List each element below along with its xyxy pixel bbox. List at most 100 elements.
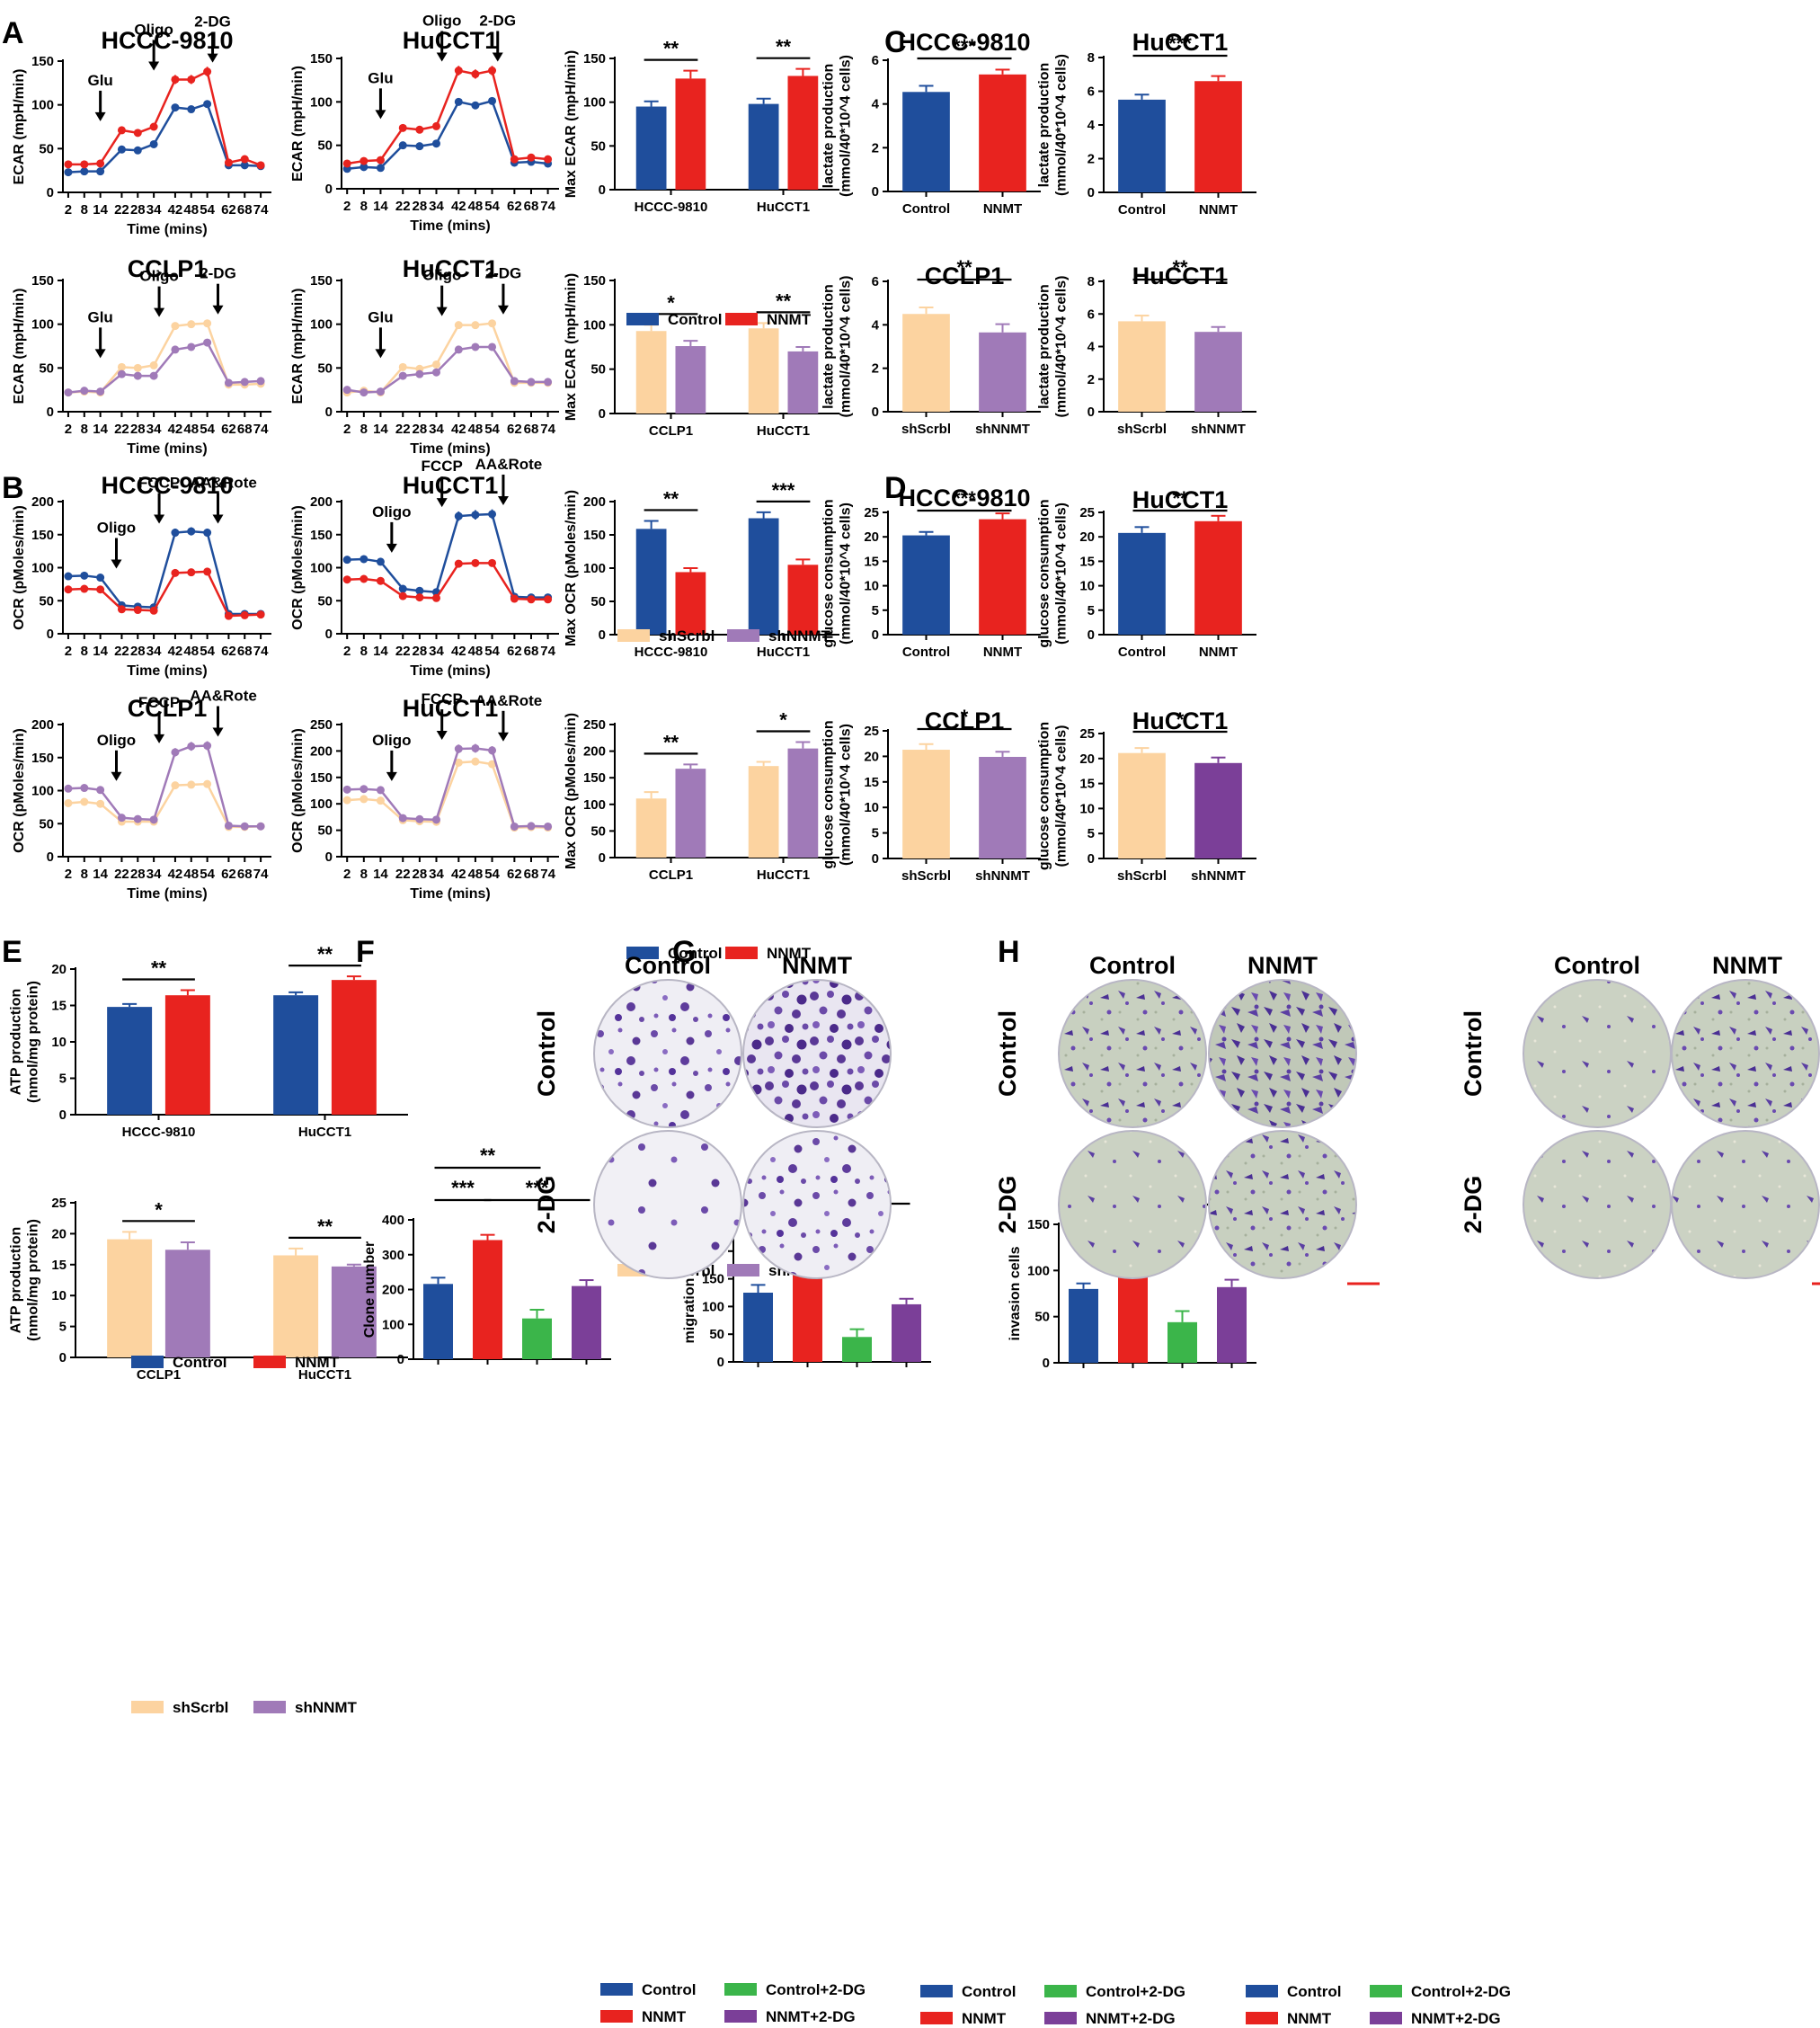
x-tick-label: 14: [373, 199, 388, 214]
x-tick-label: 22: [114, 644, 129, 659]
bar-control: [1069, 1288, 1098, 1363]
data-point-shnnmt: [376, 786, 385, 795]
y-axis-label: lactate production: [821, 284, 837, 409]
y-tick-label: 15: [1079, 554, 1095, 569]
x-tick-label: 54: [200, 867, 215, 882]
y-tick-label: 100: [310, 796, 333, 812]
x-tick-label: 34: [146, 867, 162, 882]
y-tick-label: 0: [59, 1350, 67, 1365]
data-point-nnmt: [376, 156, 385, 165]
category-label: Control: [902, 645, 950, 660]
x-tick-label: 62: [507, 644, 522, 659]
data-point-nnmt: [415, 593, 424, 602]
x-tick-label: 48: [468, 422, 484, 437]
data-point-shscrbl: [187, 320, 196, 329]
y-tick-label: 0: [872, 405, 879, 420]
bar-control: [902, 535, 950, 635]
data-point-nnmt: [431, 121, 440, 130]
y-tick-label: 150: [310, 51, 333, 67]
legend-swatch-nnmt-2-dg: [1044, 2012, 1077, 2024]
category-label: HuCCT1: [757, 200, 810, 215]
legend-swatch-shnnmt: [727, 629, 759, 642]
x-tick-label: 48: [183, 644, 199, 659]
y-tick-label: 0: [1088, 627, 1095, 643]
annotation-glu: Glu: [87, 72, 112, 89]
significance-label: *: [779, 709, 787, 732]
data-point-control: [376, 164, 385, 173]
arrow-icon: [212, 514, 224, 524]
y-tick-label: 50: [39, 593, 54, 609]
y-tick-label: 150: [583, 51, 606, 67]
category-label: HuCCT1: [298, 1125, 351, 1140]
x-tick-label: 22: [114, 422, 129, 437]
y-tick-label: 0: [872, 851, 879, 867]
bar-nnmt: [473, 1240, 502, 1359]
chart-c2: HuCCT1 0 2 4 6 8 lactate production (mmol/40*10…: [1037, 29, 1256, 218]
data-point-nnmt: [117, 605, 126, 614]
y-tick-label: 100: [382, 1317, 404, 1332]
data-point-shscrbl: [203, 779, 212, 788]
y-tick-label: 300: [382, 1248, 404, 1263]
data-point-control: [454, 97, 463, 106]
data-point-nnmt: [471, 69, 480, 78]
arrow-icon: [492, 52, 503, 62]
category-label: CCLP1: [137, 1367, 181, 1383]
data-point-nnmt: [510, 155, 519, 164]
x-tick-label: 48: [468, 644, 484, 659]
annotation-oligo: Oligo: [139, 268, 178, 285]
data-point-control: [360, 163, 368, 172]
legend-label-control: Control: [668, 311, 722, 328]
x-tick-label: 28: [413, 867, 428, 882]
x-tick-label: 14: [93, 422, 108, 437]
y-tick-label: 4: [872, 97, 880, 112]
well-image-2-dg-nnmt: [742, 1130, 892, 1279]
data-point-nnmt: [96, 585, 105, 594]
y-tick-label: 100: [310, 317, 333, 333]
significance-label: *: [961, 706, 969, 728]
arrow-icon: [436, 307, 448, 316]
bar-control: [1118, 99, 1166, 192]
series-line-shscrbl: [347, 760, 548, 829]
panel-label-d: D: [884, 471, 907, 505]
data-point-shscrbl: [454, 758, 463, 767]
x-tick-label: 28: [130, 422, 146, 437]
arrow-icon: [154, 734, 165, 743]
y-tick-label: 0: [1088, 405, 1095, 420]
well-image-control-control: [1058, 979, 1207, 1128]
y-tick-label: 100: [31, 784, 54, 799]
y-tick-label: 50: [317, 823, 333, 839]
data-point-nnmt: [256, 161, 265, 170]
y-tick-label: 0: [599, 406, 606, 422]
y-tick-label: 50: [590, 362, 606, 378]
bar-shscrbl-hucct1: [273, 1255, 319, 1357]
y-axis-label: Clone number: [362, 1241, 377, 1339]
annotation-oligo: Oligo: [372, 503, 411, 520]
x-axis-label: Time (mins): [127, 441, 208, 457]
annotation-oligo: Oligo: [97, 732, 136, 749]
legend-swatch-nnmt: [1246, 2012, 1278, 2024]
y-tick-label: 150: [310, 528, 333, 543]
arrow-icon: [386, 543, 397, 553]
bar-control-2-dg: [842, 1337, 872, 1362]
data-point-nnmt: [224, 158, 233, 167]
y-tick-label: 150: [702, 1272, 724, 1287]
y-tick-label: 15: [1079, 777, 1095, 792]
data-point-shnnmt: [171, 345, 180, 354]
data-point-shscrbl: [171, 781, 180, 790]
legend-g: Control Control+2-DG NNMT NNMT+2-DG: [920, 1983, 1185, 2027]
significance-label: **: [151, 956, 167, 979]
y-axis-label: ECAR (mpH/min): [290, 289, 306, 405]
significance-label: **: [776, 36, 792, 58]
legend-label-control: Control: [962, 1983, 1016, 2000]
chart-title: HuCCT1: [403, 472, 499, 499]
bar-control: [743, 1293, 773, 1362]
arrow-icon: [212, 305, 224, 315]
x-tick-label: 68: [524, 867, 539, 882]
data-point-shnnmt: [171, 748, 180, 757]
data-point-nnmt: [240, 610, 249, 619]
y-tick-label: 50: [317, 360, 333, 376]
x-tick-label: 74: [540, 199, 555, 214]
x-tick-label: 34: [146, 202, 162, 218]
